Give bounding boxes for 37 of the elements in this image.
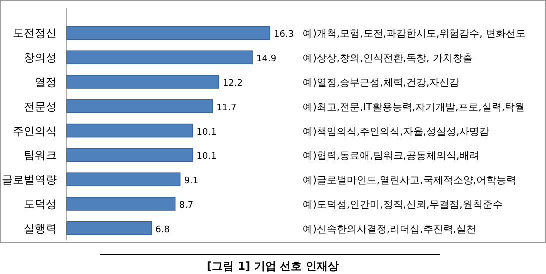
bar xyxy=(66,75,220,89)
bar xyxy=(66,124,194,138)
bar xyxy=(66,172,181,186)
bar xyxy=(66,26,270,40)
text: 예)상상,창의,인식전환,독창, 가치창출 xyxy=(303,54,473,65)
bar xyxy=(66,100,214,114)
y-tick-label: 도전정신 xyxy=(13,27,57,40)
data-label: 6.8 xyxy=(156,225,170,236)
data-label: 10.1 xyxy=(196,128,217,138)
data-label: 11.7 xyxy=(216,103,237,114)
data-label: 12.2 xyxy=(222,79,243,89)
data-label: 9.1 xyxy=(184,176,199,187)
text: 예)열정,승부근성,체력,건강,자신감 xyxy=(303,78,460,89)
bar xyxy=(66,50,253,64)
data-label: 8.7 xyxy=(179,201,194,211)
text: 예)협력,동료애,팀워크,공동체의식,배려 xyxy=(303,151,480,162)
data-label: 16.3 xyxy=(274,30,294,40)
text: 예)신속한의사결정,리더십,추진력,실천 xyxy=(303,224,476,236)
data-label: 14.9 xyxy=(256,54,277,65)
bar xyxy=(66,148,194,162)
bar xyxy=(66,197,176,211)
y-tick-label: 팀워크 xyxy=(24,149,57,162)
text: 예)개척,모험,도전,과감한시도,위험감수, 변화선도 xyxy=(303,29,526,40)
text: 예)도덕성,인간미,정직,신뢰,무결점,원칙준수 xyxy=(303,200,503,211)
y-tick-label: 열정 xyxy=(35,76,57,89)
y-tick-label: 실행력 xyxy=(24,222,57,236)
y-tick-label: 글로벌역량 xyxy=(2,174,57,187)
text: 예)최고,전문,IT활용능력,자기개발,프로,실력,탁월 xyxy=(303,102,526,114)
text: 예)글로벌마인드,열린사고,국제적소양,어학능력 xyxy=(303,176,516,187)
y-tick-label: 주인의식 xyxy=(13,124,57,138)
y-tick-label: 전문성 xyxy=(24,100,57,114)
y-tick-label: 도덕성 xyxy=(24,198,57,211)
text: 예)책임의식,주인의식,자율,성실성,사명감 xyxy=(303,126,490,138)
bar xyxy=(66,222,152,236)
y-tick-label: 창의성 xyxy=(24,52,57,65)
data-label: 10.1 xyxy=(196,152,217,162)
text: [그림 1] 기업 선호 인재상 xyxy=(206,260,340,273)
